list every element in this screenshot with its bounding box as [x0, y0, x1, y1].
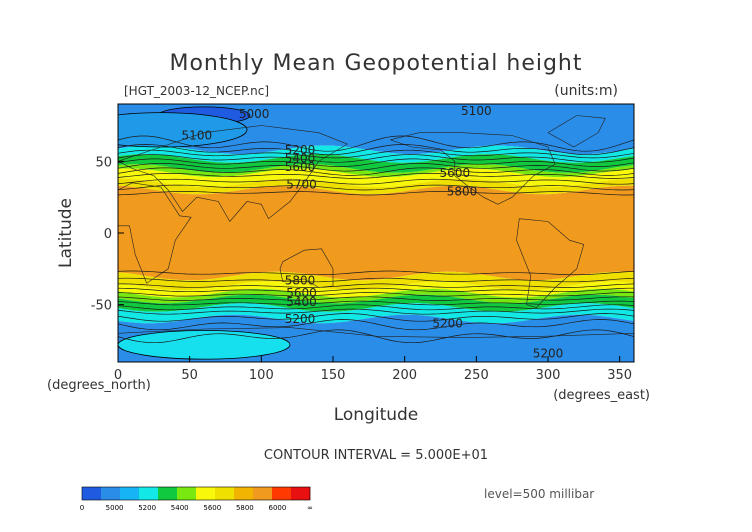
contour-line-19	[118, 308, 634, 315]
contour-line-2	[118, 149, 634, 159]
contour-line-15	[118, 292, 634, 297]
colorbar-label-6: 6000	[269, 504, 287, 512]
colorbar-label-7: ∞	[307, 504, 313, 512]
coastline-3	[390, 132, 556, 205]
contour-label-14: 5200	[533, 346, 564, 360]
colorbar-swatch-10	[272, 487, 292, 500]
y-axis-label: Latitude	[56, 198, 76, 268]
contour-line-12	[118, 277, 634, 283]
contour-label-4: 5400	[285, 151, 316, 165]
contour-label-10: 5600	[286, 286, 317, 300]
colorbar-label-5: 5800	[236, 504, 254, 512]
contour-label-9: 5800	[285, 273, 316, 287]
colorbar-swatch-2	[120, 487, 140, 500]
colorbar: 0 5000 5200 5400 5600 5800 6000 ∞	[80, 486, 313, 512]
colorbar-frame	[81, 486, 311, 501]
units-label: (units:m)	[554, 83, 618, 99]
coastline-1	[118, 125, 348, 223]
contour-interval-label: CONTOUR INTERVAL = 5.000E+01	[264, 448, 488, 463]
contour-label-8: 5800	[447, 184, 478, 198]
contour-line-1	[118, 144, 634, 156]
colorbar-swatch-9	[253, 487, 273, 500]
y-tick-label-0: 0	[104, 227, 112, 242]
coastline-2	[279, 248, 334, 288]
contour-line-21	[118, 319, 634, 331]
colorbar-swatch-6	[196, 487, 216, 500]
contour-line-4	[118, 158, 634, 167]
band-5800-5900	[118, 185, 634, 281]
contour-line-11	[118, 270, 634, 276]
colorbar-swatch-4	[158, 487, 178, 500]
contour-line-14	[118, 287, 634, 293]
colorbar-label-2: 5200	[138, 504, 156, 512]
colorbar-swatch-3	[139, 487, 159, 500]
band-5800	[118, 178, 634, 195]
contour-line-6	[118, 167, 634, 176]
colorbar-label-4: 5600	[203, 504, 221, 512]
coastline-4	[516, 218, 585, 308]
x-tick-label-200: 200	[392, 368, 417, 383]
contour-line-7	[118, 173, 634, 179]
colorbar-swatch-8	[234, 487, 254, 500]
contour-label-12: 5200	[285, 312, 316, 326]
band-5200-5400	[118, 303, 634, 324]
file-label: [HGT_2003-12_NCEP.nc]	[124, 84, 269, 98]
y-tick-label-50: 50	[95, 155, 112, 170]
y-axis: 50 0 -50	[91, 155, 124, 314]
band-5400-5600	[118, 294, 634, 312]
y-unit-label: (degrees_north)	[47, 378, 151, 393]
colorbar-swatch-5	[177, 487, 197, 500]
contour-line-9	[118, 184, 634, 191]
contour-line-17	[118, 300, 634, 306]
x-axis-label: Longitude	[334, 405, 419, 425]
field-blob-1	[118, 112, 248, 148]
x-tick-label-250: 250	[464, 368, 489, 383]
chart-title: Monthly Mean Geopotential height	[169, 51, 582, 76]
colorbar-swatch-11	[291, 487, 311, 500]
colorbar-label-3: 5400	[171, 504, 189, 512]
contour-line-0	[118, 135, 634, 152]
contour-line-22	[118, 329, 634, 344]
colorbar-label-0: 0	[80, 504, 84, 512]
x-unit-label: (degrees_east)	[553, 388, 650, 403]
x-tick-label-50: 50	[181, 368, 198, 383]
contour-line-5	[118, 163, 634, 172]
contour-line-18	[118, 304, 634, 311]
x-axis: 0 50 100 150 200 250 300 350	[114, 356, 632, 383]
contour-label-11: 5400	[286, 295, 317, 309]
contour-label-7: 5700	[286, 177, 317, 191]
contour-line-3	[118, 154, 634, 163]
x-tick-label-100: 100	[249, 368, 274, 383]
coastline-6	[118, 327, 634, 338]
x-tick-label-0: 0	[114, 368, 122, 383]
contour-line-13	[118, 283, 634, 288]
contour-label-1: 5100	[182, 129, 213, 143]
band-5400-5600	[118, 154, 634, 173]
contour-label-0: 5000	[239, 107, 270, 121]
x-tick-label-150: 150	[321, 368, 346, 383]
colorbar-swatch-0	[82, 487, 102, 500]
contour-line-8	[118, 178, 634, 185]
field-blob-2	[118, 330, 291, 360]
band-5600	[118, 288, 634, 304]
contour-line-16	[118, 296, 634, 301]
contour-label-3: 5200	[285, 143, 316, 157]
contour-line-20	[118, 313, 634, 322]
colorbar-swatch-1	[101, 487, 121, 500]
x-tick-label-350: 350	[607, 368, 632, 383]
contour-label-13: 5200	[432, 316, 463, 330]
x-tick-label-300: 300	[536, 368, 561, 383]
coastline-5	[547, 115, 606, 148]
contour-label-2: 5100	[461, 104, 492, 118]
colorbar-label-1: 5000	[106, 504, 124, 512]
level-label: level=500 millibar	[484, 487, 594, 501]
contour-label-5: 5600	[285, 160, 316, 174]
y-tick-label--50: -50	[91, 299, 112, 314]
contour-label-6: 5600	[440, 166, 471, 180]
colorbar-swatch-7	[215, 487, 235, 500]
contour-line-10	[118, 191, 634, 196]
coastline-0	[118, 182, 192, 284]
